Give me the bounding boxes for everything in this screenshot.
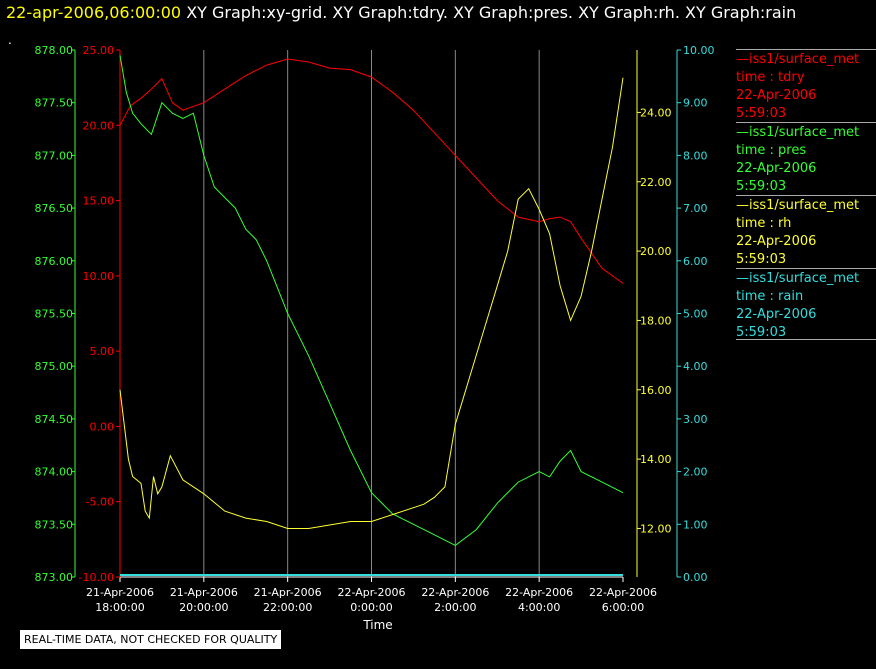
pres-tick-label: 875.00 [35, 360, 74, 373]
series-line-rh [119, 77, 624, 529]
legend-variable: time : tdry [736, 70, 805, 85]
x-tick-label-time: 18:00:00 [95, 601, 144, 614]
legend-time: 5:59:03 [736, 252, 787, 267]
rain-tick-label: 4.00 [683, 360, 708, 373]
legend-source: —iss1/surface_met [736, 198, 860, 213]
x-tick-label-date: 21-Apr-2006 [86, 586, 154, 599]
quality-note: REAL-TIME DATA, NOT CHECKED FOR QUALITY [20, 630, 282, 649]
rh-tick-label: 24.00 [640, 106, 672, 119]
rain-tick-label: 5.00 [683, 308, 708, 321]
rain-tick-label: 0.00 [683, 571, 708, 584]
series-layer [119, 55, 624, 576]
axes: 21-Apr-2006 18:00:00 21-Apr-2006 20:00:00 21… [35, 44, 715, 614]
legend-date: 22-Apr-2006 [736, 88, 817, 103]
pres-tick-label: 877.50 [35, 97, 74, 110]
x-tick-label-time: 0:00:00 [350, 601, 392, 614]
legend-separator [736, 195, 876, 196]
x-tick-label-time: 20:00:00 [179, 601, 228, 614]
legend-source: —iss1/surface_met [736, 125, 860, 140]
rain-tick-label: 10.00 [683, 44, 715, 57]
rh-tick-label: 22.00 [640, 176, 672, 189]
series-line-pres [119, 55, 624, 546]
rh-tick-label: 16.00 [640, 384, 672, 397]
legend-source: —iss1/surface_met [736, 52, 860, 67]
pres-tick-label: 876.50 [35, 202, 74, 215]
legend-separator [736, 122, 876, 123]
rh-tick-label: 14.00 [640, 453, 672, 466]
x-tick-label-date: 22-Apr-2006 [337, 586, 405, 599]
x-tick-label-date: 21-Apr-2006 [170, 586, 238, 599]
legend-separator [736, 268, 876, 269]
rain-tick-label: 7.00 [683, 202, 708, 215]
x-tick-label-time: 22:00:00 [263, 601, 312, 614]
x-tick-label-time: 2:00:00 [434, 601, 476, 614]
tdry-tick-label: 5.00 [90, 345, 115, 358]
x-tick-label-time: 4:00:00 [518, 601, 560, 614]
x-tick-label-date: 21-Apr-2006 [254, 586, 322, 599]
legend-date: 22-Apr-2006 [736, 161, 817, 176]
tdry-tick-label: -5.00 [86, 496, 114, 509]
marker-dot: . [8, 33, 12, 47]
legend-time: 5:59:03 [736, 106, 787, 121]
rh-tick-label: 20.00 [640, 245, 672, 258]
rain-tick-label: 1.00 [683, 518, 708, 531]
legend-separator [736, 49, 876, 50]
legend-date: 22-Apr-2006 [736, 234, 817, 249]
rain-tick-label: 6.00 [683, 255, 708, 268]
pres-tick-label: 873.00 [35, 571, 74, 584]
header-timestamp: 22-apr-2006,06:00:00 [6, 3, 182, 22]
pres-tick-label: 873.50 [35, 518, 74, 531]
tdry-tick-label: 25.00 [83, 44, 115, 57]
chart-header: 22-apr-2006,06:00:00 XY Graph:xy-grid. X… [6, 3, 796, 22]
legend-variable: time : rh [736, 216, 792, 231]
legend-date: 22-Apr-2006 [736, 307, 817, 322]
legend-time: 5:59:03 [736, 325, 787, 340]
tdry-tick-label: 20.00 [83, 119, 115, 132]
legend-separator [736, 339, 876, 340]
rain-tick-label: 9.00 [683, 97, 708, 110]
x-axis-label: Time [362, 618, 392, 632]
series-line-tdry [119, 58, 624, 284]
legend-source: —iss1/surface_met [736, 271, 860, 286]
legend-time: 5:59:03 [736, 179, 787, 194]
legend-variable: time : rain [736, 289, 804, 304]
pres-tick-label: 875.50 [35, 308, 74, 321]
x-tick-label-date: 22-Apr-2006 [421, 586, 489, 599]
header-titles: XY Graph:xy-grid. XY Graph:tdry. XY Grap… [186, 3, 797, 22]
pres-tick-label: 876.00 [35, 255, 74, 268]
rain-tick-label: 8.00 [683, 149, 708, 162]
pres-tick-label: 874.50 [35, 413, 74, 426]
pres-tick-label: 878.00 [35, 44, 74, 57]
x-tick-label-date: 22-Apr-2006 [589, 586, 657, 599]
tdry-tick-label: -10.00 [79, 571, 114, 584]
rh-tick-label: 12.00 [640, 522, 672, 535]
tdry-tick-label: 10.00 [83, 270, 115, 283]
pres-tick-label: 877.00 [35, 149, 74, 162]
x-tick-label-date: 22-Apr-2006 [505, 586, 573, 599]
rain-tick-label: 2.00 [683, 466, 708, 479]
x-tick-label-time: 6:00:00 [602, 601, 644, 614]
rh-tick-label: 18.00 [640, 314, 672, 327]
legend-variable: time : pres [736, 143, 807, 158]
rain-tick-label: 3.00 [683, 413, 708, 426]
tdry-tick-label: 15.00 [83, 195, 115, 208]
pres-tick-label: 874.00 [35, 466, 74, 479]
tdry-tick-label: 0.00 [90, 420, 115, 433]
